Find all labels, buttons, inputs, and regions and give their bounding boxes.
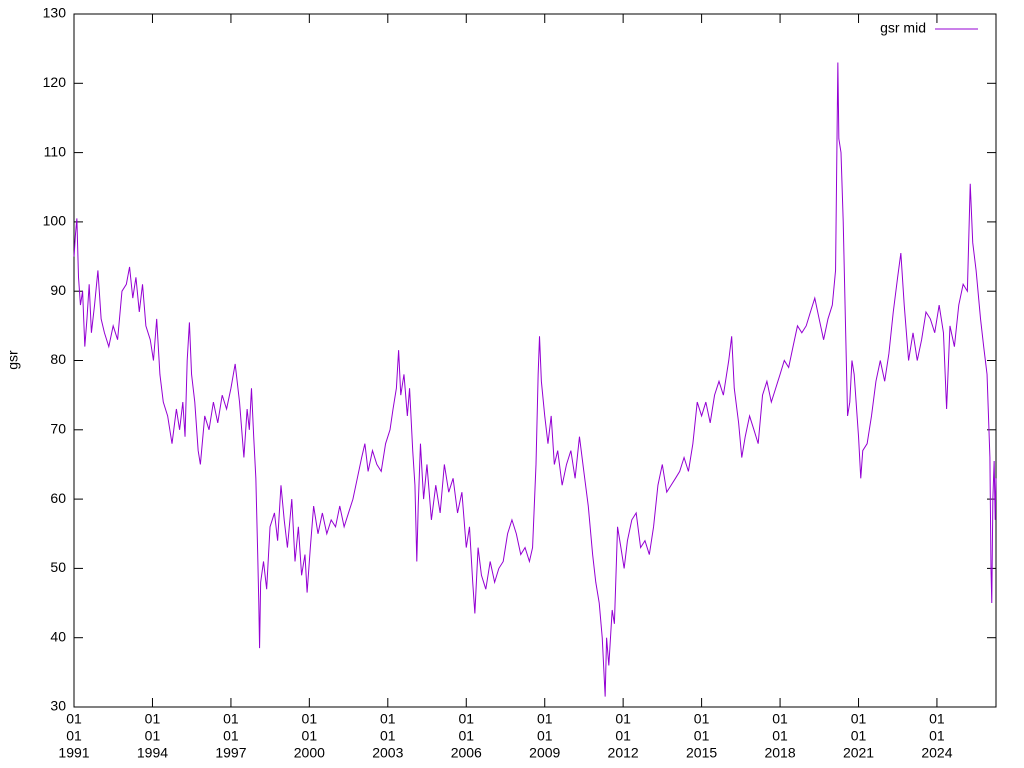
x-tick-label: 2009 xyxy=(529,745,560,761)
x-tick-label: 01 xyxy=(145,711,161,727)
x-tick-label: 01 xyxy=(145,728,161,744)
x-tick-label: 2021 xyxy=(843,745,874,761)
y-axis-label: gsr xyxy=(5,350,21,370)
x-tick-label: 01 xyxy=(772,711,788,727)
x-tick-label: 01 xyxy=(458,728,474,744)
x-tick-label: 01 xyxy=(537,728,553,744)
y-tick-label: 80 xyxy=(50,351,66,367)
x-tick-label: 01 xyxy=(66,711,82,727)
x-tick-label: 01 xyxy=(380,711,396,727)
plot-frame xyxy=(73,13,997,708)
x-tick-label: 01 xyxy=(66,728,82,744)
x-tick-label: 01 xyxy=(929,711,945,727)
x-tick-label: 2006 xyxy=(451,745,482,761)
y-tick-label: 120 xyxy=(43,74,67,90)
x-tick-label: 2012 xyxy=(608,745,639,761)
x-tick-label: 01 xyxy=(615,728,631,744)
x-tick-label: 01 xyxy=(851,728,867,744)
x-tick-label: 01 xyxy=(615,711,631,727)
x-tick-label: 01 xyxy=(851,711,867,727)
x-tick-label: 01 xyxy=(694,711,710,727)
x-tick-label: 01 xyxy=(302,728,318,744)
x-tick-label: 2018 xyxy=(764,745,795,761)
y-tick-label: 40 xyxy=(50,628,66,644)
y-tick-label: 90 xyxy=(50,282,66,298)
x-tick-label: 01 xyxy=(694,728,710,744)
x-tick-label: 2000 xyxy=(294,745,325,761)
x-tick-label: 01 xyxy=(380,728,396,744)
x-tick-label: 01 xyxy=(223,728,239,744)
x-tick-label: 2015 xyxy=(686,745,717,761)
x-tick-label: 01 xyxy=(458,711,474,727)
y-tick-label: 60 xyxy=(50,490,66,506)
x-tick-label: 01 xyxy=(223,711,239,727)
x-tick-label: 01 xyxy=(537,711,553,727)
x-tick-label: 01 xyxy=(772,728,788,744)
x-tick-label: 01 xyxy=(929,728,945,744)
legend-label: gsr mid xyxy=(880,20,926,36)
y-tick-label: 100 xyxy=(43,213,67,229)
x-tick-label: 2003 xyxy=(372,745,403,761)
y-tick-label: 50 xyxy=(50,559,66,575)
y-tick-label: 130 xyxy=(43,5,67,21)
x-tick-label: 1991 xyxy=(58,745,89,761)
y-tick-label: 110 xyxy=(44,143,67,159)
y-tick-label: 70 xyxy=(50,421,66,437)
x-tick-label: 1997 xyxy=(215,745,246,761)
x-tick-label: 1994 xyxy=(137,745,168,761)
x-tick-label: 2024 xyxy=(921,745,952,761)
y-tick-label: 30 xyxy=(50,698,66,714)
x-tick-label: 01 xyxy=(302,711,318,727)
data-line xyxy=(73,62,997,697)
